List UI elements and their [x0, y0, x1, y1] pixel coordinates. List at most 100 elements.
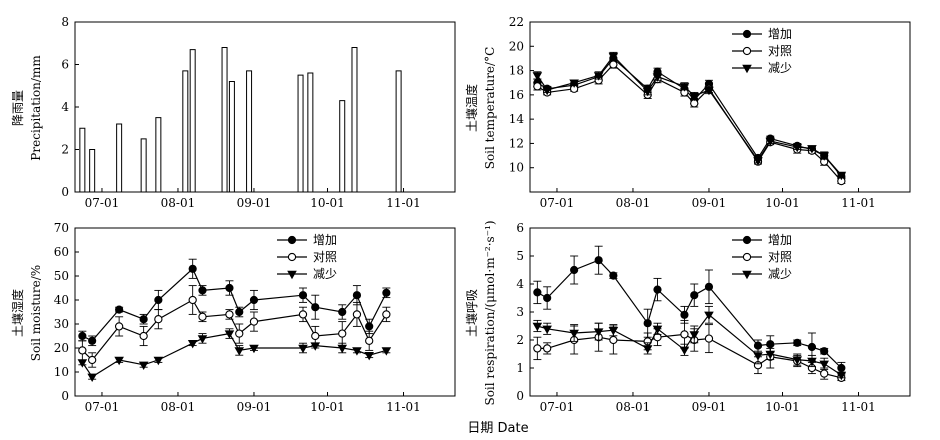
- moisture-point: [352, 291, 362, 300]
- respiration-point: [704, 311, 714, 321]
- moisture-point: [382, 288, 391, 297]
- respiration-xtick-label: 10-01: [765, 400, 800, 414]
- temperature-series-line: [537, 57, 842, 177]
- temperature-point: [679, 83, 690, 92]
- moisture-point: [249, 295, 259, 305]
- moisture-point: [298, 310, 308, 319]
- moisture-point: [197, 335, 208, 344]
- precip-ytick-label: 0: [61, 185, 69, 199]
- moisture-plot-frame: [74, 227, 456, 397]
- precipitation-ylabel-en: Precipitation/mm: [29, 55, 43, 161]
- respiration-point: [594, 256, 603, 265]
- respiration-panel: 土壤呼吸 Soil respiration/(μmol·m⁻²·s⁻¹) 0 1 2…: [464, 220, 911, 414]
- respiration-legend-label: 增加: [768, 233, 792, 247]
- respiration-plot-frame: [529, 227, 911, 397]
- respiration-ytick-label: 1: [516, 361, 524, 375]
- moisture-series-line: [81, 332, 387, 378]
- respiration-point: [689, 331, 700, 340]
- temperature-ytick-label: 14: [509, 112, 525, 126]
- moisture-point: [188, 295, 197, 305]
- respiration-ytick-label: 5: [516, 249, 524, 263]
- temperature-ytick-label: 18: [509, 64, 524, 78]
- temperature-point: [819, 152, 829, 161]
- respiration-point: [543, 344, 552, 353]
- moisture-point: [138, 361, 149, 371]
- temperature-point: [753, 157, 763, 166]
- moisture-point: [188, 264, 197, 273]
- moisture-xtick-label: 10-01: [310, 400, 345, 414]
- respiration-point: [753, 352, 763, 361]
- respiration-xtick-label: 09-01: [692, 400, 727, 414]
- temperature-ytick-label: 10: [509, 161, 524, 175]
- respiration-ytick-label: 4: [516, 277, 524, 291]
- temperature-panel: 土壤温度 Soil temperature/°C 10 12 14 16 18 20 22 0…: [464, 15, 911, 210]
- respiration-point: [609, 335, 618, 345]
- moisture-ytick-label: 70: [54, 221, 69, 235]
- temperature-ytick-label: 20: [509, 39, 524, 53]
- temperature-plot-frame: [529, 21, 911, 193]
- precip-bar: [228, 81, 235, 193]
- precip-bar: [297, 74, 304, 193]
- moisture-ytick-label: 40: [54, 293, 69, 307]
- temperature-series-line: [537, 63, 842, 182]
- moisture-point: [88, 336, 97, 345]
- respiration-xtick-label: 08-01: [616, 400, 651, 414]
- moisture-point: [338, 329, 347, 338]
- temperature-xtick-label: 08-01: [616, 196, 651, 210]
- moisture-point: [364, 351, 374, 361]
- moisture-point: [352, 347, 362, 356]
- moisture-panel: 土壤湿度 Soil moisture/% 0 10 20 30 40 50 60 70 07-0…: [10, 221, 456, 414]
- respiration-point: [543, 293, 552, 303]
- moisture-xtick-label: 08-01: [161, 400, 196, 414]
- respiration-point: [653, 285, 662, 294]
- respiration-point: [807, 342, 817, 352]
- precip-xtick-label: 10-01: [310, 196, 345, 210]
- precip-ytick-label: 8: [61, 15, 69, 29]
- temperature-ytick-label: 12: [509, 136, 524, 150]
- moisture-ytick-label: 20: [54, 341, 69, 355]
- respiration-point: [690, 291, 699, 300]
- precip-xtick-label: 08-01: [161, 196, 196, 210]
- respiration-legend-marker: [742, 252, 752, 262]
- precip-xtick-label: 09-01: [237, 196, 272, 210]
- precip-xtick-label: 07-01: [85, 196, 120, 210]
- temperature-point: [689, 92, 700, 102]
- moisture-ytick-label: 30: [54, 317, 69, 331]
- moisture-point: [225, 310, 234, 319]
- precip-ytick-label: 4: [61, 100, 69, 114]
- respiration-point: [679, 346, 690, 356]
- moisture-point: [310, 342, 321, 351]
- precip-bar: [339, 100, 346, 193]
- respiration-point: [533, 288, 542, 297]
- moisture-point: [337, 344, 348, 354]
- temperature-point: [569, 79, 579, 88]
- precip-bar: [79, 127, 86, 193]
- moisture-point: [77, 359, 88, 368]
- respiration-legend-label: 对照: [768, 250, 792, 264]
- moisture-point: [78, 346, 87, 355]
- temperature-point: [642, 88, 653, 97]
- moisture-point: [114, 322, 124, 331]
- moisture-point: [311, 303, 320, 312]
- respiration-point: [542, 325, 552, 335]
- respiration-xtick-label: 11-01: [841, 400, 876, 414]
- temperature-point: [652, 73, 663, 82]
- moisture-ylabel-cn: 土壤湿度: [10, 289, 25, 337]
- moisture-point: [249, 317, 259, 326]
- temperature-point: [533, 82, 542, 91]
- respiration-point: [820, 347, 829, 356]
- moisture-point: [298, 291, 308, 300]
- temperature-point: [542, 86, 552, 96]
- respiration-legend-label: 减少: [768, 267, 792, 281]
- precip-bar: [116, 123, 123, 193]
- moisture-ytick-label: 50: [54, 269, 69, 283]
- moisture-point: [114, 356, 124, 366]
- moisture-point: [382, 310, 391, 319]
- precip-bar: [189, 49, 196, 193]
- precip-bar: [395, 70, 402, 193]
- moisture-legend-marker: [287, 270, 297, 280]
- temperature-point: [836, 171, 847, 181]
- moisture-point: [115, 305, 124, 314]
- respiration-ytick-label: 3: [516, 305, 524, 319]
